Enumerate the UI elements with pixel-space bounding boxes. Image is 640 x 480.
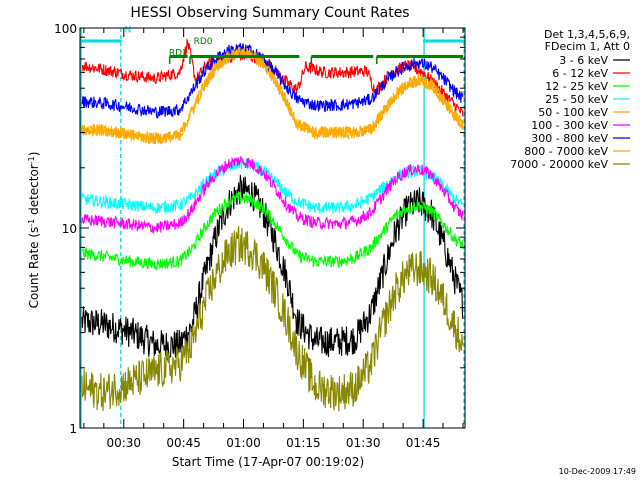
- x-tick-label: 01:15: [286, 436, 321, 450]
- annotations: N RD1 RD0: [125, 25, 213, 58]
- legend-entry-label: 100 - 300 keV: [531, 119, 608, 132]
- series-line: [81, 43, 464, 119]
- x-tick-label: 01:30: [346, 436, 381, 450]
- series-line: [81, 226, 464, 412]
- legend-entry-label: 7000 - 20000 keV: [510, 158, 608, 171]
- plot-area: N RD1 RD0 1 10 100 00:30 00:45 01:00 01:15 01:30…: [54, 22, 466, 450]
- x-tick-label: 00:45: [166, 436, 201, 450]
- series-line: [81, 191, 464, 272]
- x-tick-label: 01:45: [406, 436, 441, 450]
- x-tick-label: 01:00: [226, 436, 261, 450]
- annotation-label: RD1: [169, 48, 188, 58]
- y-axis-label-end: ): [27, 152, 41, 157]
- y-tick-label: 100: [54, 22, 77, 36]
- series-group: [81, 37, 464, 412]
- y-axis-label-mid: detector: [27, 164, 41, 219]
- legend-header-line-2: FDecim 1, Att 0: [545, 40, 630, 53]
- series-line: [81, 174, 464, 361]
- legend-header-line-1: Det 1,3,4,5,6,9,: [544, 28, 630, 41]
- legend-entry-label: 800 - 7000 keV: [524, 145, 608, 158]
- series-line: [81, 46, 464, 146]
- annotation-label: RD0: [194, 37, 213, 47]
- legend: Det 1,3,4,5,6,9, FDecim 1, Att 0 3 - 6 k…: [510, 28, 630, 171]
- legend-entry-label: 50 - 100 keV: [538, 106, 608, 119]
- legend-entry-label: 6 - 12 keV: [552, 67, 608, 80]
- y-axis-label-main: Count Rate (s: [27, 227, 41, 309]
- y-tick-label: 10: [62, 222, 77, 236]
- legend-entry-label: 25 - 50 keV: [545, 93, 608, 106]
- legend-entry-label: 12 - 25 keV: [545, 80, 608, 93]
- y-tick-label: 1: [69, 422, 77, 436]
- annotation-label: N: [125, 25, 132, 35]
- x-axis-ticks: 00:30 00:45 01:00 01:15 01:30 01:45: [83, 28, 464, 450]
- chart-title: HESSI Observing Summary Count Rates: [130, 5, 409, 21]
- y-axis-label-sup2: -1: [27, 156, 36, 164]
- footer-timestamp: 10-Dec-2009 17:49: [559, 467, 636, 476]
- attenuator-bars: [168, 55, 464, 65]
- y-axis-label: Count Rate (s-1 detector-1): [27, 152, 42, 309]
- series-line: [81, 46, 464, 145]
- series-line: [81, 155, 464, 234]
- legend-entry-label: 3 - 6 keV: [559, 54, 608, 67]
- y-axis-ticks: 1 10 100: [54, 22, 465, 436]
- x-axis-label: Start Time (17-Apr-07 00:19:02): [172, 455, 364, 469]
- x-tick-label: 00:30: [106, 436, 141, 450]
- y-axis-label-sup1: -1: [27, 219, 36, 227]
- legend-entry-label: 300 - 800 keV: [531, 132, 608, 145]
